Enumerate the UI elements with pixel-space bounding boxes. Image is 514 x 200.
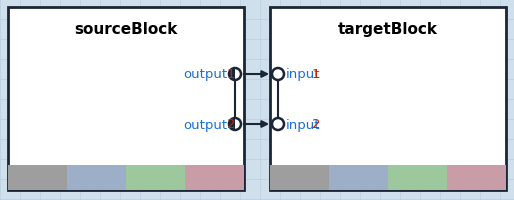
FancyBboxPatch shape <box>67 165 126 190</box>
FancyBboxPatch shape <box>185 165 244 190</box>
FancyBboxPatch shape <box>270 165 329 190</box>
Wedge shape <box>229 118 235 130</box>
Text: input: input <box>286 68 321 81</box>
Text: output: output <box>183 118 227 131</box>
FancyBboxPatch shape <box>8 165 67 190</box>
Wedge shape <box>229 69 235 81</box>
Text: 1: 1 <box>227 68 235 81</box>
FancyBboxPatch shape <box>447 165 506 190</box>
FancyBboxPatch shape <box>8 8 244 190</box>
Circle shape <box>229 69 241 81</box>
Text: 2: 2 <box>227 118 235 131</box>
Text: targetBlock: targetBlock <box>338 22 438 37</box>
Text: sourceBlock: sourceBlock <box>75 22 178 37</box>
FancyBboxPatch shape <box>270 8 506 190</box>
FancyBboxPatch shape <box>329 165 388 190</box>
Circle shape <box>272 118 284 130</box>
FancyBboxPatch shape <box>126 165 185 190</box>
Text: input: input <box>286 118 321 131</box>
Circle shape <box>272 69 284 81</box>
Text: 1: 1 <box>312 68 321 81</box>
FancyBboxPatch shape <box>388 165 447 190</box>
Text: 2: 2 <box>312 118 321 131</box>
Text: output: output <box>183 68 227 81</box>
Circle shape <box>229 118 241 130</box>
